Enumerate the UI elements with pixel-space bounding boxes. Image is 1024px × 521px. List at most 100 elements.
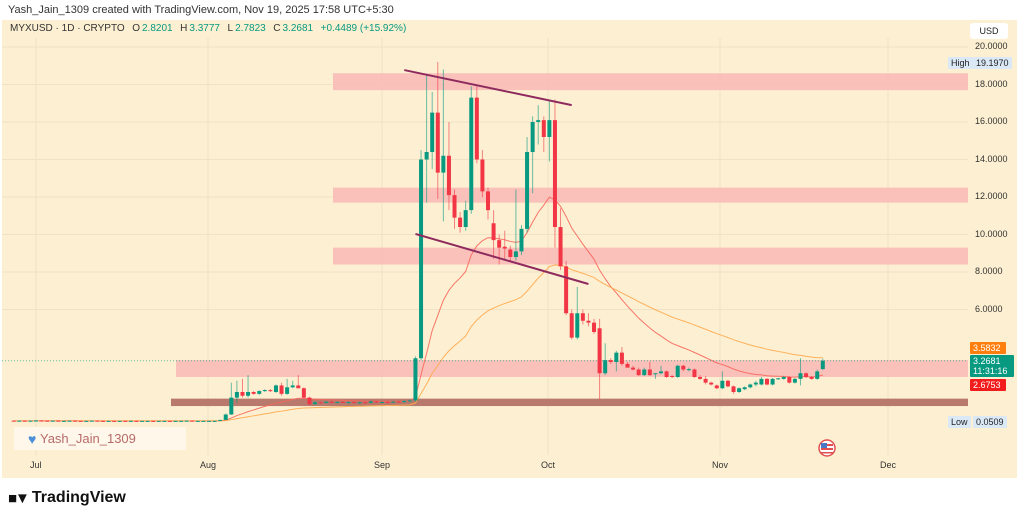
candle[interactable] (195, 420, 200, 422)
candle[interactable] (318, 401, 323, 404)
candle[interactable] (112, 420, 117, 422)
candle[interactable] (257, 390, 262, 395)
candle[interactable] (134, 420, 139, 422)
candle[interactable] (352, 401, 357, 404)
candle[interactable] (781, 376, 786, 380)
candle[interactable] (714, 384, 719, 390)
candle[interactable] (530, 116, 535, 194)
candle[interactable] (324, 401, 329, 404)
candle[interactable] (117, 420, 122, 422)
candle[interactable] (285, 378, 290, 395)
candle[interactable] (67, 420, 72, 422)
candle[interactable] (486, 187, 490, 220)
candle[interactable] (497, 234, 502, 265)
candle[interactable] (519, 225, 524, 256)
candle[interactable] (625, 362, 630, 368)
candle[interactable] (759, 377, 764, 386)
candle[interactable] (502, 230, 507, 261)
candle[interactable] (815, 369, 820, 380)
candle[interactable] (419, 150, 424, 361)
candle[interactable] (100, 420, 105, 422)
candle[interactable] (809, 376, 814, 380)
candle[interactable] (212, 420, 217, 422)
candle[interactable] (776, 377, 781, 380)
candle[interactable] (787, 376, 792, 384)
candle[interactable] (725, 379, 730, 388)
candle[interactable] (296, 375, 301, 389)
candle[interactable] (234, 380, 239, 404)
candle[interactable] (636, 367, 641, 377)
candle[interactable] (536, 105, 541, 145)
candle[interactable] (765, 377, 769, 386)
candle[interactable] (770, 377, 775, 386)
candle[interactable] (681, 364, 686, 372)
candle[interactable] (742, 386, 747, 391)
candle[interactable] (45, 420, 50, 422)
trendline[interactable] (415, 232, 589, 285)
candle[interactable] (658, 365, 663, 375)
candle[interactable] (207, 420, 211, 422)
candle[interactable] (61, 420, 66, 422)
candle[interactable] (167, 420, 172, 422)
candle[interactable] (379, 401, 384, 404)
candle[interactable] (201, 420, 206, 422)
candle[interactable] (614, 350, 619, 372)
candle[interactable] (78, 420, 83, 422)
candle[interactable] (670, 375, 675, 378)
candle[interactable] (229, 382, 234, 415)
candle[interactable] (335, 401, 340, 404)
candle[interactable] (307, 396, 312, 406)
candle[interactable] (273, 384, 278, 393)
candle[interactable] (469, 86, 474, 214)
candle[interactable] (720, 371, 725, 390)
candle[interactable] (709, 381, 714, 386)
candle[interactable] (151, 420, 156, 422)
candle[interactable] (391, 401, 396, 403)
candle[interactable] (368, 400, 373, 404)
candle[interactable] (653, 373, 658, 379)
candle[interactable] (491, 210, 496, 259)
trendline[interactable] (404, 69, 572, 107)
candle[interactable] (508, 245, 513, 261)
candle[interactable] (173, 420, 178, 422)
candle[interactable] (89, 420, 94, 422)
candle[interactable] (513, 189, 518, 261)
candle[interactable] (407, 399, 412, 402)
candle[interactable] (246, 375, 251, 398)
candle[interactable] (552, 99, 557, 248)
candle[interactable] (179, 420, 184, 422)
candle[interactable] (39, 420, 44, 422)
candle[interactable] (73, 420, 78, 422)
candle[interactable] (480, 150, 485, 197)
us-flag-event-icon[interactable] (818, 439, 836, 457)
candle[interactable] (748, 383, 753, 389)
candle[interactable] (262, 389, 267, 392)
candle[interactable] (608, 358, 613, 364)
candle[interactable] (580, 309, 585, 325)
candle[interactable] (435, 62, 440, 199)
candle[interactable] (346, 401, 351, 404)
candle[interactable] (424, 75, 429, 203)
candle[interactable] (664, 370, 669, 378)
candle[interactable] (820, 358, 825, 370)
candle[interactable] (647, 362, 652, 377)
candle[interactable] (698, 375, 703, 380)
candle[interactable] (156, 420, 161, 422)
candle[interactable] (268, 389, 273, 392)
candle[interactable] (363, 401, 368, 404)
tradingview-logo[interactable]: ■▼ TradingView (8, 489, 126, 507)
candle[interactable] (441, 69, 446, 222)
candle[interactable] (446, 122, 451, 211)
candle[interactable] (603, 343, 608, 376)
candle[interactable] (56, 420, 61, 422)
candle[interactable] (357, 401, 362, 404)
candle[interactable] (22, 420, 27, 422)
candle[interactable] (218, 419, 223, 422)
candle[interactable] (223, 413, 228, 421)
candle[interactable] (463, 200, 468, 231)
candle[interactable] (631, 365, 636, 371)
candle[interactable] (569, 309, 574, 340)
candle[interactable] (547, 101, 552, 162)
candle[interactable] (525, 137, 530, 233)
